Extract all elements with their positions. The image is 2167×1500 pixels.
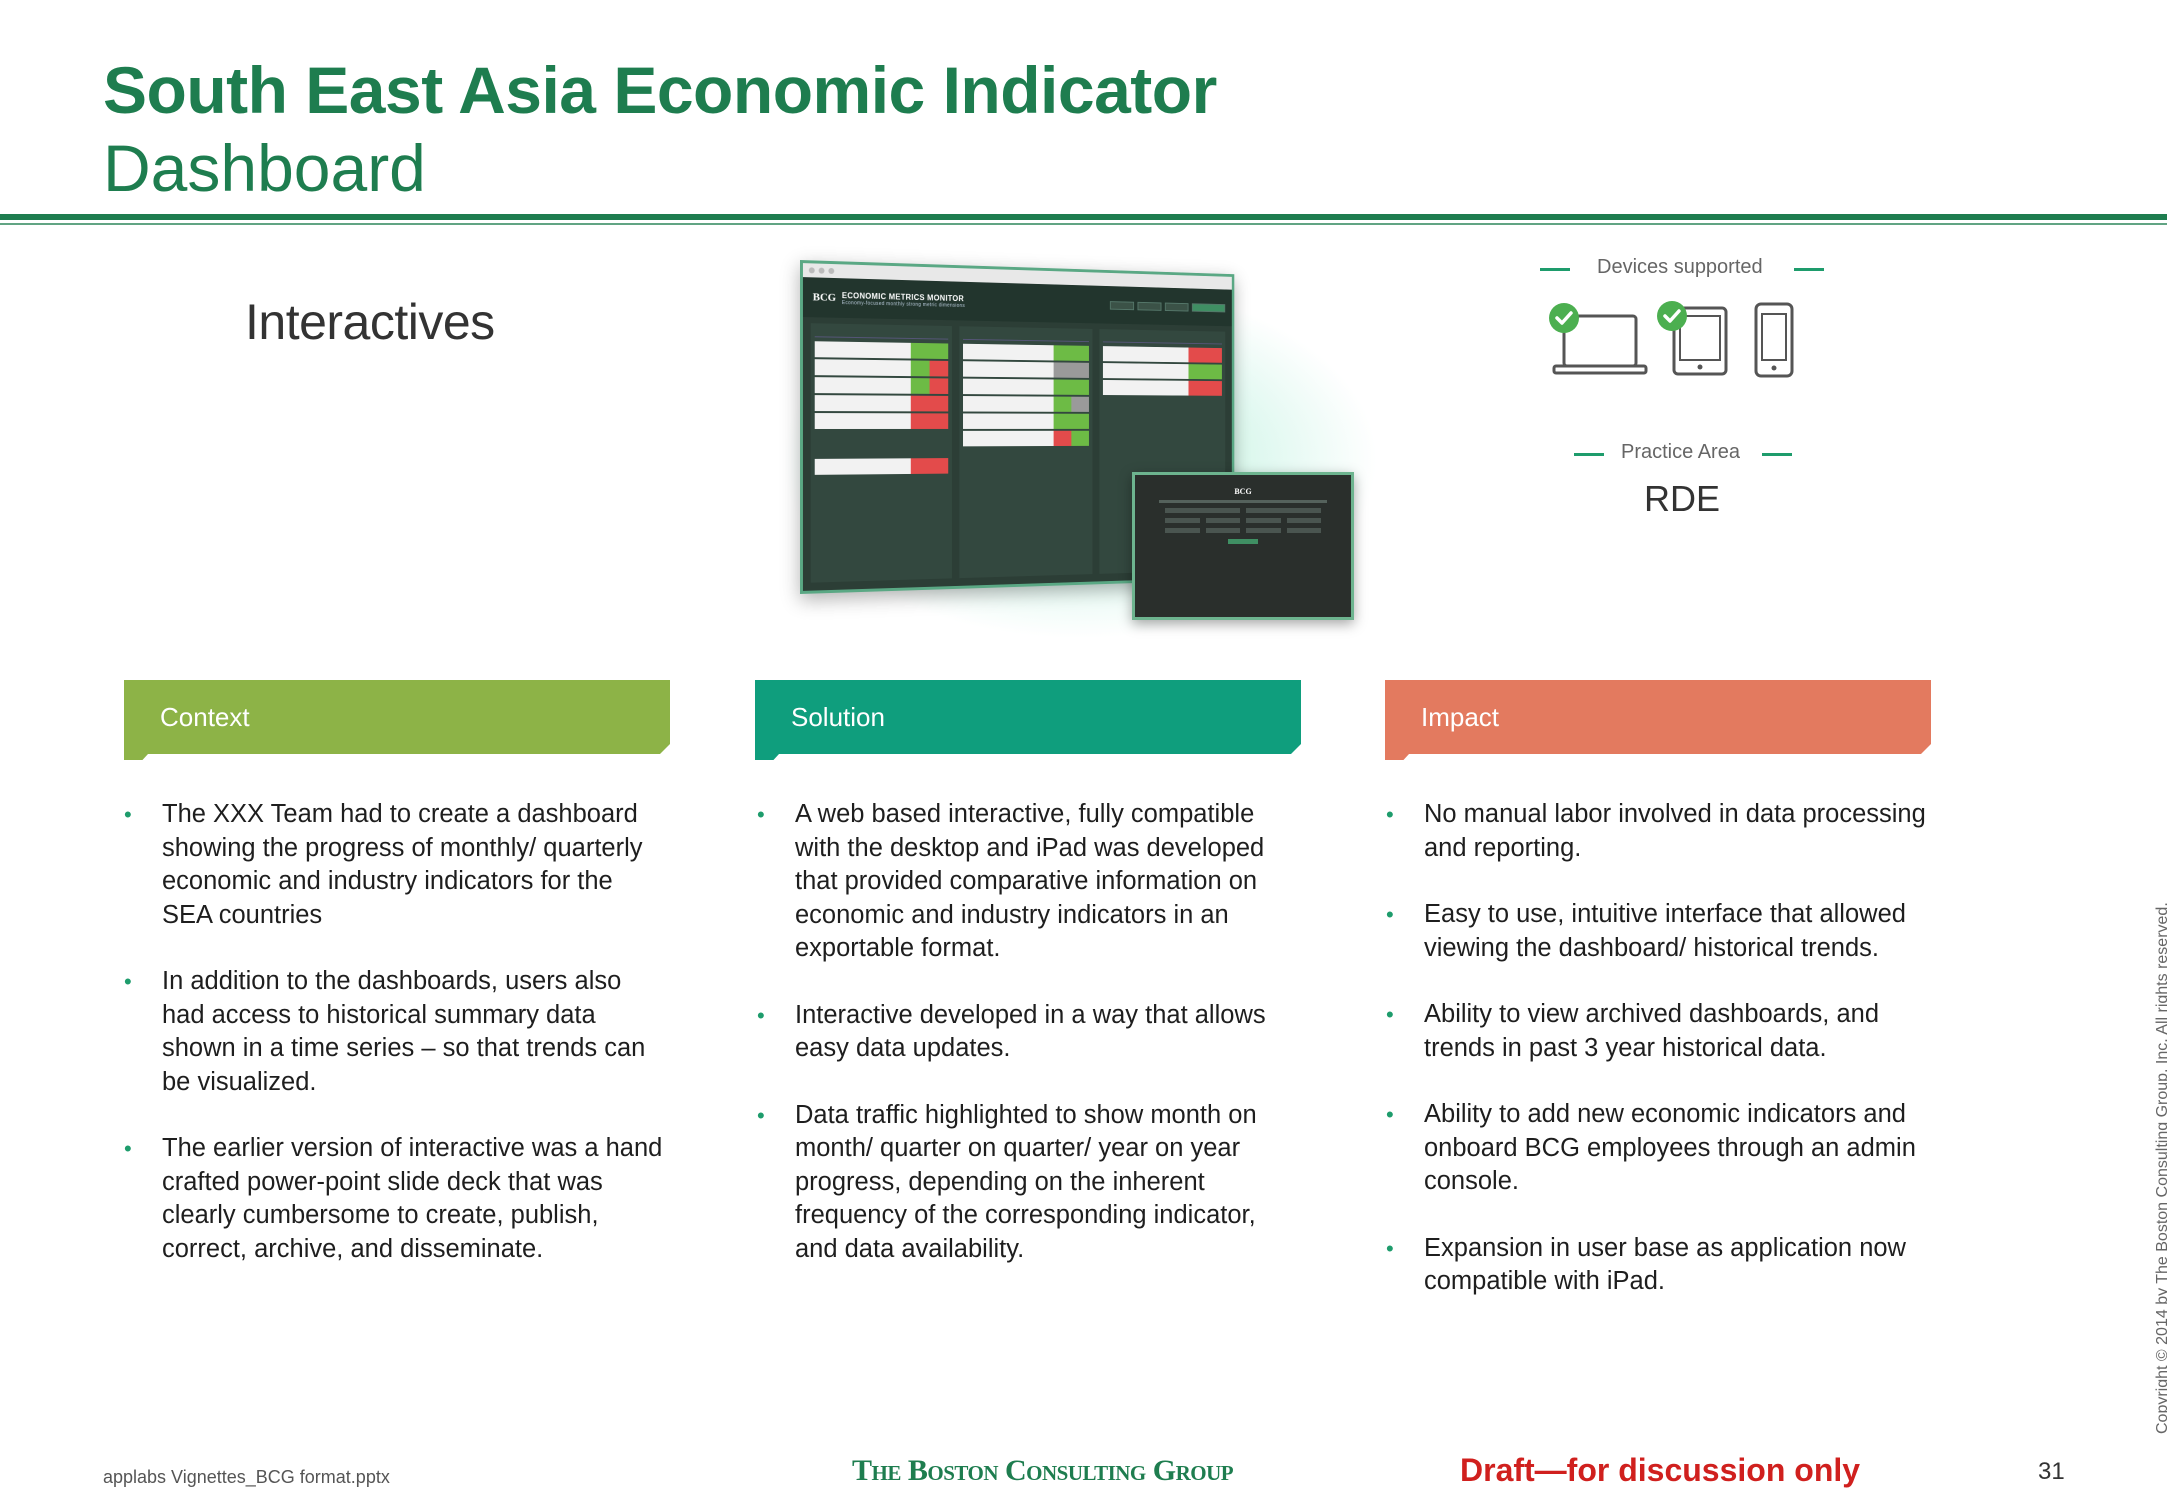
country-select [1110, 301, 1134, 310]
browser-dot [819, 268, 825, 274]
browser-dot [828, 268, 834, 274]
title-divider [0, 214, 2167, 220]
app-controls [1110, 301, 1225, 312]
impact-heading: Impact [1421, 702, 1499, 733]
list-item: Ability to add new economic indicators a… [1386, 1098, 1926, 1199]
list-item: Easy to use, intuitive interface that al… [1386, 898, 1926, 965]
dashboard-screenshot: BCG ECONOMIC METRICS MONITOR Economy-foc… [760, 240, 1380, 640]
tablet-mockup: BCG [1132, 472, 1354, 620]
download-button [1192, 303, 1225, 312]
app-logo: BCG [813, 291, 836, 304]
draft-notice: Draft—for discussion only [1460, 1452, 1860, 1489]
label-dash [1762, 453, 1792, 456]
copyright-notice: Copyright © 2014 by The Boston Consultin… [2154, 902, 2167, 1434]
list-item: No manual labor involved in data process… [1386, 798, 1926, 865]
panel-heading [1103, 333, 1222, 345]
context-column: The XXX Team had to create a dashboard s… [124, 798, 664, 1299]
practice-label: Practice Area [1621, 441, 1740, 464]
solution-heading: Solution [791, 702, 885, 733]
list-item: Interactive developed in a way that allo… [757, 999, 1297, 1066]
solution-column: A web based interactive, fully compatibl… [757, 798, 1297, 1299]
practice-value: RDE [1644, 478, 1720, 520]
panel-heading [963, 330, 1089, 342]
section-label: Interactives [245, 293, 495, 351]
impact-banner: Impact [1385, 680, 1931, 760]
phone-icon [1752, 302, 1796, 380]
metric-panel [959, 326, 1092, 578]
context-list: The XXX Team had to create a dashboard s… [124, 798, 664, 1266]
list-item: In addition to the dashboards, users als… [124, 965, 664, 1099]
solution-list: A web based interactive, fully compatibl… [757, 798, 1297, 1266]
context-heading: Context [160, 702, 250, 733]
metric-panel [811, 323, 952, 582]
devices-label: Devices supported [1597, 256, 1763, 279]
list-item: Expansion in user base as application no… [1386, 1232, 1926, 1299]
period-select [1138, 301, 1162, 310]
tablet-logo: BCG [1149, 487, 1337, 496]
footer-filename: applabs Vignettes_BCG format.pptx [103, 1467, 390, 1488]
laptop-icon [1548, 298, 1656, 380]
solution-banner: Solution [755, 680, 1301, 760]
list-item: A web based interactive, fully compatibl… [757, 798, 1297, 966]
page-title: South East Asia Economic Indicator [103, 52, 1217, 128]
label-dash [1574, 453, 1604, 456]
list-item: Ability to view archived dashboards, and… [1386, 998, 1926, 1065]
page-subtitle: Dashboard [103, 130, 426, 206]
impact-column: No manual labor involved in data process… [1386, 798, 1926, 1332]
app-name: ECONOMIC METRICS MONITOR Economy-focused… [842, 291, 965, 309]
bcg-logo: The Boston Consulting Group [852, 1454, 1233, 1488]
panel-heading [815, 327, 948, 339]
label-dash [1794, 268, 1824, 271]
label-dash [1540, 268, 1570, 271]
list-item: Data traffic highlighted to show month o… [757, 1099, 1297, 1267]
year-select [1165, 302, 1189, 311]
context-banner: Context [124, 680, 670, 760]
browser-dot [809, 267, 815, 273]
title-divider-thin [0, 223, 2167, 225]
list-item: The XXX Team had to create a dashboard s… [124, 798, 664, 932]
tablet-icon [1654, 298, 1734, 380]
page-number: 31 [2038, 1458, 2065, 1486]
impact-list: No manual labor involved in data process… [1386, 798, 1926, 1299]
list-item: The earlier version of interactive was a… [124, 1132, 664, 1266]
